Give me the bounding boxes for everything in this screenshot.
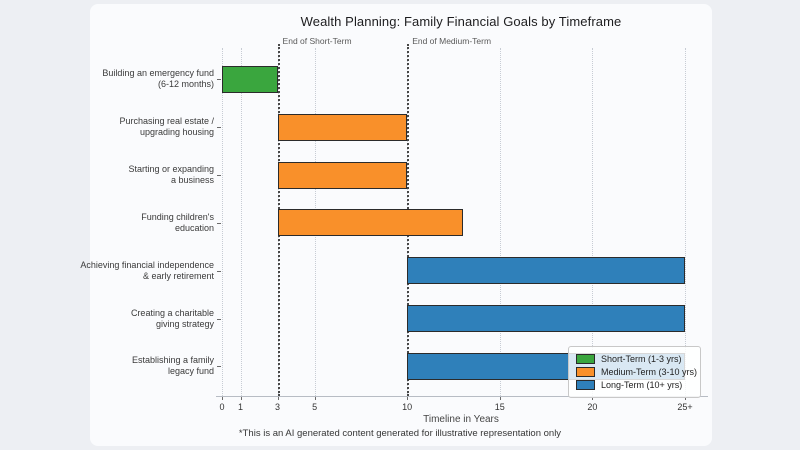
x-tick-label-25+: 25+ [677, 402, 693, 412]
y-tick-3 [217, 222, 221, 224]
row-label-3: Funding children's education [60, 212, 214, 234]
legend-swatch-long [576, 380, 595, 390]
row-label-2: Starting or expanding a business [60, 164, 214, 186]
row-label-1: Purchasing real estate / upgrading housin… [60, 116, 214, 138]
row-label-line: Achieving financial independence [80, 259, 214, 270]
row-label-line: giving strategy [155, 318, 214, 329]
bar-medium-1 [277, 113, 408, 141]
legend-label-long: Long-Term (10+ yrs) [601, 380, 683, 390]
row-label-line: Creating a charitable [130, 307, 214, 318]
gridline-15 [499, 48, 501, 396]
x-tick-20 [592, 396, 594, 400]
bar-medium-3 [277, 209, 463, 237]
row-label-line: legacy fund [167, 366, 214, 377]
annotation-label-0: End of Short-Term [282, 36, 352, 46]
legend-swatch-medium [576, 367, 595, 377]
x-tick-label-3: 3 [275, 402, 281, 412]
annotation-label-1: End of Medium-Term [412, 36, 492, 46]
x-tick-3 [277, 396, 279, 400]
bar-long-4 [407, 257, 685, 285]
gridline-25+ [685, 48, 686, 396]
gridline-1 [240, 48, 242, 396]
legend-item-short: Short-Term (1-3 yrs) [576, 353, 693, 365]
row-label-line: Funding children's [141, 211, 214, 222]
legend-item-long: Long-Term (10+ yrs) [576, 379, 693, 391]
x-tick-label-15: 15 [494, 402, 505, 412]
x-axis-label: Timeline in Years [423, 414, 499, 425]
chart-legend: Short-Term (1-3 yrs) Medium-Term (3-10 yr… [568, 346, 701, 398]
row-label-4: Achieving financial independence & early … [60, 260, 214, 282]
y-tick-1 [217, 127, 221, 129]
y-tick-2 [217, 175, 221, 176]
row-label-line: & early retirement [142, 270, 214, 281]
row-label-line: Establishing a family [131, 355, 214, 366]
bar-long-5 [407, 305, 685, 333]
legend-label-short: Short-Term (1-3 yrs) [601, 354, 682, 364]
row-label-line: upgrading housing [139, 127, 214, 138]
x-tick-label-10: 10 [402, 402, 413, 412]
row-label-line: education [174, 222, 214, 233]
x-tick-label-0: 0 [219, 402, 225, 412]
x-tick-15 [499, 396, 501, 400]
y-tick-0 [217, 79, 221, 81]
x-tick-5 [314, 396, 316, 400]
y-tick-6 [217, 366, 221, 368]
x-tick-1 [240, 396, 242, 400]
legend-swatch-short [576, 354, 595, 364]
bar-short-0 [222, 65, 278, 93]
row-label-line: Starting or expanding [128, 164, 214, 174]
footnote-disclaimer: *This is an AI generated content generat… [238, 428, 562, 439]
x-tick-label-1: 1 [238, 402, 244, 412]
legend-item-medium: Medium-Term (3-10 yrs) [576, 366, 697, 378]
chart-title: Wealth Planning: Family Financial Goals … [300, 14, 622, 29]
x-tick-10 [407, 396, 409, 400]
bar-medium-2 [277, 161, 408, 189]
x-tick-25+ [685, 396, 686, 400]
row-label-line: (6-12 months) [157, 79, 214, 90]
x-tick-0 [222, 396, 223, 400]
gridline-20 [592, 48, 594, 396]
row-label-line: a business [170, 175, 214, 185]
row-label-0: Building an emergency fund (6-12 months) [60, 68, 214, 90]
x-tick-label-5: 5 [312, 402, 318, 412]
legend-label-medium: Medium-Term (3-10 yrs) [601, 367, 698, 377]
row-label-5: Creating a charitable giving strategy [60, 308, 214, 330]
x-tick-label-20: 20 [587, 402, 598, 412]
x-axis-line [216, 396, 708, 397]
row-label-line: Building an emergency fund [102, 68, 214, 79]
y-tick-5 [217, 318, 221, 320]
gridline-0 [222, 48, 223, 396]
row-label-line: Purchasing real estate / [119, 116, 214, 127]
row-label-6: Establishing a family legacy fund [60, 355, 214, 377]
y-tick-4 [217, 270, 221, 272]
